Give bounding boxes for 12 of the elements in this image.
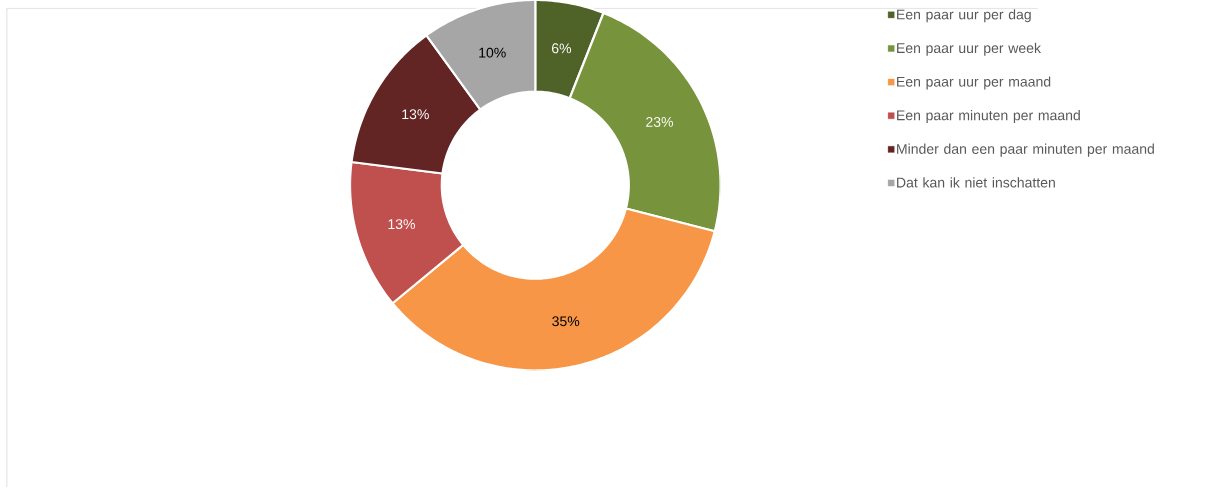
legend-label: Minder dan een paar minuten per maand (897, 143, 1154, 157)
legend-label: Een paar uur per maand (897, 76, 1051, 90)
legend-label: Een paar minuten per maand (897, 110, 1080, 124)
data-label: 13% (388, 219, 415, 230)
legend-label: Een paar uur per dag (897, 9, 1031, 23)
data-label: 23% (646, 117, 674, 128)
data-label: 13% (402, 109, 429, 120)
legend-label: Een paar uur per week (897, 42, 1042, 57)
data-label: 10% (479, 47, 506, 58)
legend-label: Dat kan ik niet inschatten (897, 177, 1055, 188)
data-label: 6% (551, 43, 572, 54)
data-label: 35% (552, 316, 580, 327)
